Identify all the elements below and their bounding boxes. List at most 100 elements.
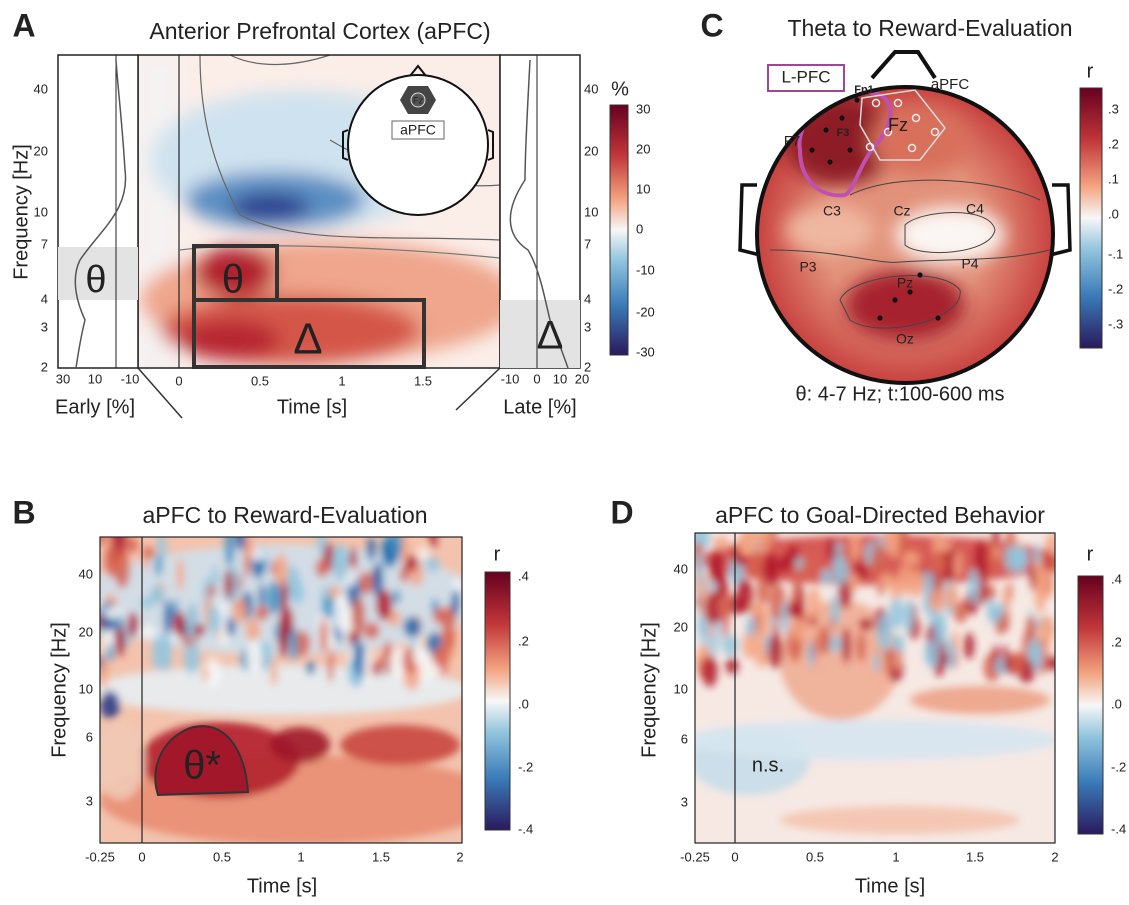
topomap bbox=[757, 87, 1053, 383]
x-tick-label: -10 bbox=[501, 371, 520, 386]
blob bbox=[245, 618, 261, 642]
blob bbox=[850, 533, 861, 563]
blob bbox=[291, 580, 305, 605]
electrode bbox=[823, 127, 829, 133]
y-tick-label: 6 bbox=[681, 731, 688, 746]
colorbar-tick-label: -.1 bbox=[1108, 246, 1123, 261]
electrode bbox=[854, 97, 860, 103]
blob bbox=[126, 537, 139, 553]
y-tick-label: 7 bbox=[41, 236, 48, 251]
blob bbox=[742, 533, 755, 550]
blob bbox=[989, 607, 1003, 621]
electrode-label: F7 bbox=[784, 133, 801, 149]
blob bbox=[780, 600, 789, 635]
blob bbox=[974, 538, 991, 576]
electrode-label: P4 bbox=[961, 256, 978, 272]
blob bbox=[114, 625, 126, 657]
y-tick-label: 20 bbox=[584, 143, 598, 158]
axis-label: Late [%] bbox=[503, 396, 576, 418]
colorbar-tick-label: .4 bbox=[1111, 571, 1122, 586]
blob bbox=[736, 579, 754, 614]
electrode bbox=[839, 115, 845, 121]
electrode bbox=[930, 127, 940, 137]
axis-label: Frequency [Hz] bbox=[48, 622, 70, 758]
blob bbox=[1043, 655, 1055, 671]
blob bbox=[820, 568, 833, 585]
blob bbox=[201, 666, 209, 682]
colorbar-tick-label: 30 bbox=[636, 101, 650, 116]
blob bbox=[967, 568, 980, 604]
blob bbox=[993, 545, 1000, 560]
y-tick-label: 10 bbox=[34, 204, 48, 219]
contour bbox=[199, 55, 500, 241]
blob bbox=[1043, 623, 1051, 658]
blob bbox=[858, 618, 873, 631]
colorbar-tick-label: .2 bbox=[518, 633, 529, 648]
blob bbox=[876, 613, 892, 651]
blob bbox=[762, 552, 780, 587]
electrode bbox=[883, 127, 893, 137]
x-tick-label: -10 bbox=[121, 371, 140, 386]
blob bbox=[100, 537, 107, 546]
blob bbox=[270, 662, 278, 686]
blob bbox=[403, 616, 422, 638]
electrode-label: C3 bbox=[823, 203, 841, 219]
blob bbox=[384, 641, 392, 661]
region-box bbox=[767, 64, 845, 92]
plot-frame bbox=[99, 536, 463, 844]
blob bbox=[910, 686, 1050, 714]
axis-label: Frequency [Hz] bbox=[638, 622, 660, 758]
blob bbox=[293, 630, 311, 656]
caption: θ: 4-7 Hz; t:100-600 ms bbox=[796, 383, 1005, 405]
region-box bbox=[391, 120, 445, 140]
blob bbox=[889, 597, 905, 629]
colorbar-tick-label: -.2 bbox=[1108, 281, 1123, 296]
electrode bbox=[871, 98, 881, 108]
blob bbox=[315, 558, 329, 578]
colorbar-tick-label: .0 bbox=[518, 696, 529, 711]
blob bbox=[180, 320, 280, 360]
delta-box-label: Δ bbox=[293, 315, 322, 364]
blob bbox=[226, 617, 236, 637]
blob bbox=[695, 720, 1055, 760]
blob bbox=[232, 597, 248, 625]
blob bbox=[255, 605, 270, 621]
ear bbox=[487, 129, 494, 161]
electrode bbox=[917, 272, 923, 278]
blob bbox=[1009, 651, 1026, 673]
electrode-label: Pz bbox=[897, 275, 913, 291]
panel-letter: C bbox=[700, 7, 723, 43]
head-outline bbox=[755, 85, 1055, 385]
blob bbox=[203, 657, 222, 688]
colorbar bbox=[484, 571, 511, 831]
colorbar-tick-label: -.3 bbox=[1108, 316, 1123, 331]
x-tick-label: 0 bbox=[731, 849, 738, 864]
x-tick-label: 0 bbox=[533, 371, 540, 386]
blob bbox=[391, 537, 403, 559]
blob bbox=[806, 615, 819, 628]
x-tick-label: 1.5 bbox=[966, 849, 984, 864]
blob bbox=[193, 624, 206, 637]
colorbar-tick-label: .2 bbox=[1111, 634, 1122, 649]
blob bbox=[340, 725, 460, 765]
electrode bbox=[809, 147, 815, 153]
blob bbox=[399, 567, 409, 583]
blob bbox=[759, 608, 771, 635]
blob bbox=[140, 596, 153, 610]
x-tick-label: -0.25 bbox=[680, 849, 710, 864]
blob bbox=[963, 632, 975, 660]
blob bbox=[696, 550, 704, 585]
blob bbox=[817, 625, 831, 655]
x-tick-label: 1 bbox=[338, 373, 345, 388]
colorbar-tick-label: -30 bbox=[636, 344, 655, 359]
blob bbox=[417, 547, 430, 560]
blob bbox=[154, 555, 163, 577]
blob bbox=[891, 533, 900, 560]
blob bbox=[806, 587, 821, 617]
ear bbox=[1049, 183, 1072, 257]
ear bbox=[342, 129, 349, 161]
blob bbox=[429, 537, 438, 549]
blob bbox=[920, 571, 935, 595]
blob bbox=[425, 556, 440, 573]
blob bbox=[929, 588, 945, 614]
